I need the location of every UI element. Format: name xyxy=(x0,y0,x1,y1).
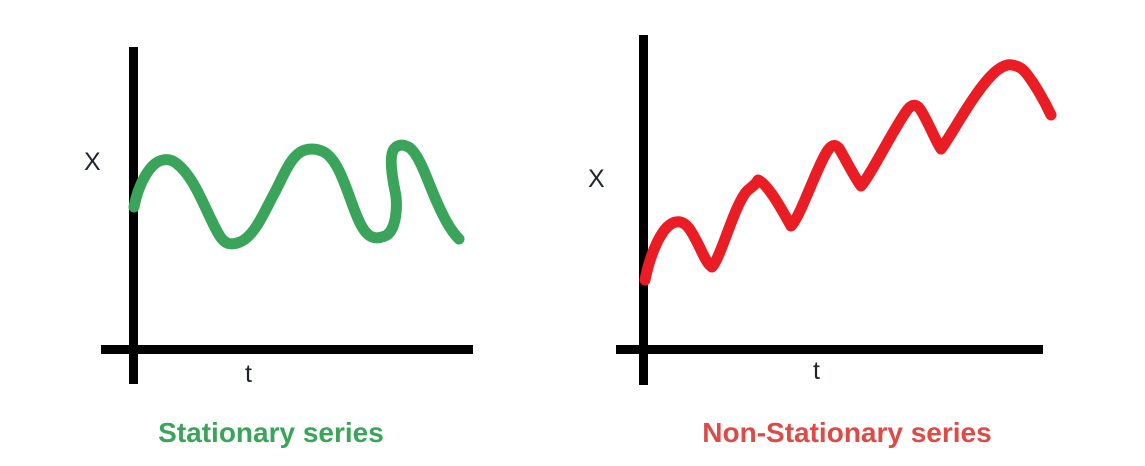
svg-text:X: X xyxy=(84,148,101,176)
svg-text:Non-Stationary series: Non-Stationary series xyxy=(702,417,991,448)
svg-text:t: t xyxy=(245,360,252,388)
svg-text:X: X xyxy=(588,165,605,193)
svg-text:t: t xyxy=(813,357,820,385)
svg-text:Stationary series: Stationary series xyxy=(158,417,384,448)
